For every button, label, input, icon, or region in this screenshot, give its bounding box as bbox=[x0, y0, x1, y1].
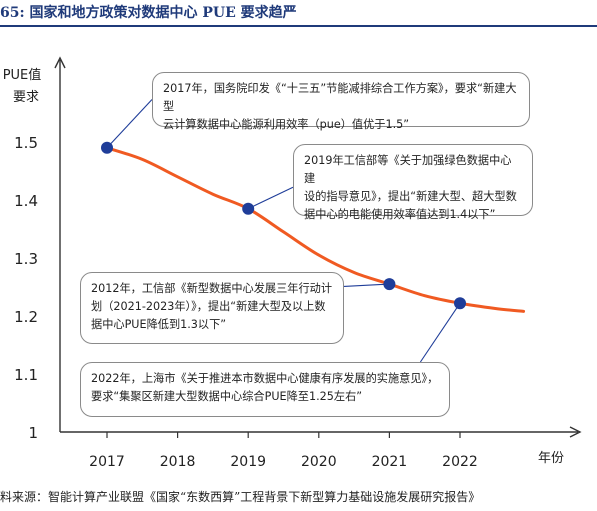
x-tick-label: 2022 bbox=[442, 454, 478, 470]
y-tick-label: 1.3 bbox=[14, 250, 38, 268]
annotation-2019: 2019年工信部等《关于加强绿色数据中心建 设的指导意见》，提出“新建大型、超大… bbox=[293, 144, 533, 221]
x-axis-label: 年份 bbox=[538, 451, 564, 466]
annotation-2021-line-1: 2012年，工信部《新型数据中心发展三年行动计 bbox=[91, 282, 333, 295]
annotation-connector bbox=[343, 283, 390, 287]
annotation-2019-line-3: 据中心的电能使用效率值达到1.4以下” bbox=[304, 208, 496, 221]
annotation-2017-line-2: 云计算数据中心能源利用效率（pue）值优于1.5” bbox=[163, 118, 410, 131]
y-tick-label: 1.5 bbox=[14, 134, 38, 152]
y-tick-label: 1.2 bbox=[14, 308, 38, 326]
annotation-2021-line-2: 划（2021-2023年）》，提出“新建大型及以上数 bbox=[91, 300, 326, 313]
x-axis-arrow bbox=[569, 426, 582, 438]
y-tick-label: 1.1 bbox=[14, 366, 38, 384]
annotation-2021-line-3: 据中心PUE降低到1.3以下” bbox=[91, 318, 227, 331]
x-tick-label: 2021 bbox=[372, 454, 408, 470]
y-tick-label: 1 bbox=[28, 424, 38, 442]
y-axis-label-line-1: PUE值 bbox=[3, 67, 42, 83]
x-tick-label: 2018 bbox=[160, 454, 196, 470]
annotation-2019-line-2: 设的指导意见》，提出“新建大型、超大型数 bbox=[304, 190, 517, 203]
title-rule bbox=[0, 25, 597, 27]
annotation-2017: 2017年，国务院印发《“十三五”节能减排综合工作方案》，要求“新建大型 云计算… bbox=[152, 72, 530, 131]
x-tick-label: 2020 bbox=[301, 454, 337, 470]
annotation-2022: 2022年，上海市《关于推进本市数据中心健康有序发展的实施意见》， 要求“集聚区… bbox=[80, 362, 450, 417]
annotation-connector bbox=[419, 302, 461, 363]
x-tick-label: 2017 bbox=[89, 454, 125, 470]
annotation-2019-line-1: 2019年工信部等《关于加强绿色数据中心建 bbox=[304, 154, 512, 185]
data-point bbox=[383, 278, 396, 291]
y-axis-label-line-2: 要求 bbox=[13, 90, 39, 105]
annotation-2021: 2012年，工信部《新型数据中心发展三年行动计 划（2021-2023年）》，提… bbox=[80, 272, 344, 344]
annotation-2017-line-1: 2017年，国务院印发《“十三五”节能减排综合工作方案》，要求“新建大型 bbox=[163, 82, 517, 113]
figure-source: 料来源：智能计算产业联盟《国家“东数西算”工程背景下新型算力基础设施发展研究报告… bbox=[0, 490, 481, 504]
x-tick-label: 2019 bbox=[230, 454, 266, 470]
data-point bbox=[242, 202, 255, 215]
annotation-connector bbox=[106, 99, 153, 149]
data-point bbox=[454, 297, 466, 310]
annotation-2022-line-2: 要求“集聚区新建大型数据中心综合PUE降至1.25左右” bbox=[91, 390, 363, 403]
annotation-connector bbox=[247, 186, 294, 210]
y-axis-arrow bbox=[54, 56, 66, 69]
data-point bbox=[101, 141, 113, 154]
y-tick-label: 1.4 bbox=[14, 192, 38, 210]
figure-title: 65: 国家和地方政策对数据中心 PUE 要求趋严 bbox=[0, 5, 297, 21]
annotation-2022-line-1: 2022年，上海市《关于推进本市数据中心健康有序发展的实施意见》， bbox=[91, 372, 439, 385]
